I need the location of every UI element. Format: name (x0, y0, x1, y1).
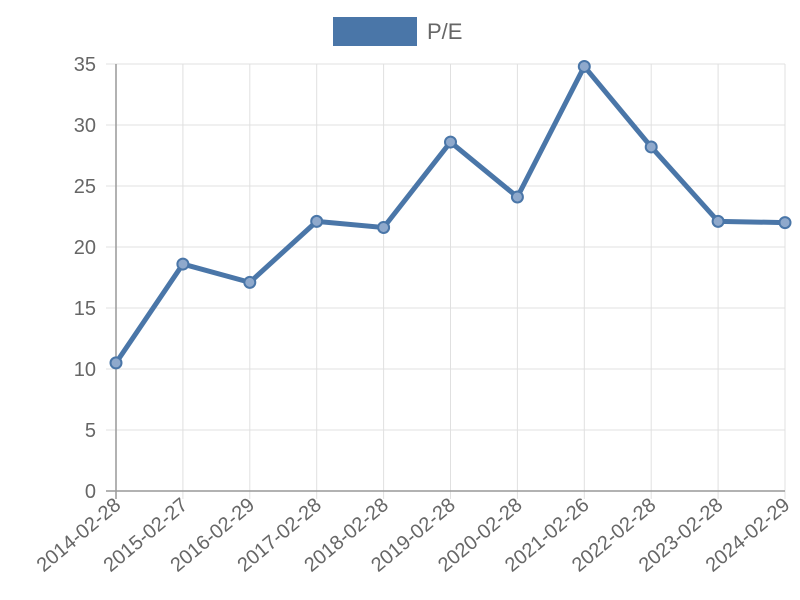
data-point[interactable] (577, 59, 591, 73)
y-tick-label: 35 (74, 54, 96, 76)
y-tick-label: 25 (74, 176, 96, 198)
y-tick-label: 20 (74, 237, 96, 259)
y-tick-label: 15 (74, 298, 96, 320)
y-axis-ticks: 0 5 10 15 20 25 30 35 (74, 54, 96, 503)
data-point[interactable] (176, 257, 190, 271)
legend-label: P/E (427, 19, 462, 44)
axes (106, 64, 785, 499)
data-point[interactable] (778, 216, 792, 230)
data-point[interactable] (310, 214, 324, 228)
data-point[interactable] (510, 190, 524, 204)
data-point[interactable] (243, 275, 257, 289)
y-tick-label: 30 (74, 115, 96, 137)
grid (106, 63, 786, 499)
y-tick-label: 0 (85, 481, 96, 503)
data-point[interactable] (109, 356, 123, 370)
data-point[interactable] (644, 140, 658, 154)
data-point[interactable] (444, 135, 457, 149)
y-tick-label: 10 (74, 359, 96, 381)
data-point[interactable] (711, 214, 725, 228)
series-group (109, 59, 792, 370)
x-axis-ticks: 2014-02-282015-02-272016-02-292017-02-28… (33, 494, 795, 577)
legend: P/E (333, 17, 462, 46)
y-tick-label: 5 (85, 420, 96, 442)
legend-swatch (333, 17, 417, 46)
data-point[interactable] (377, 220, 391, 234)
